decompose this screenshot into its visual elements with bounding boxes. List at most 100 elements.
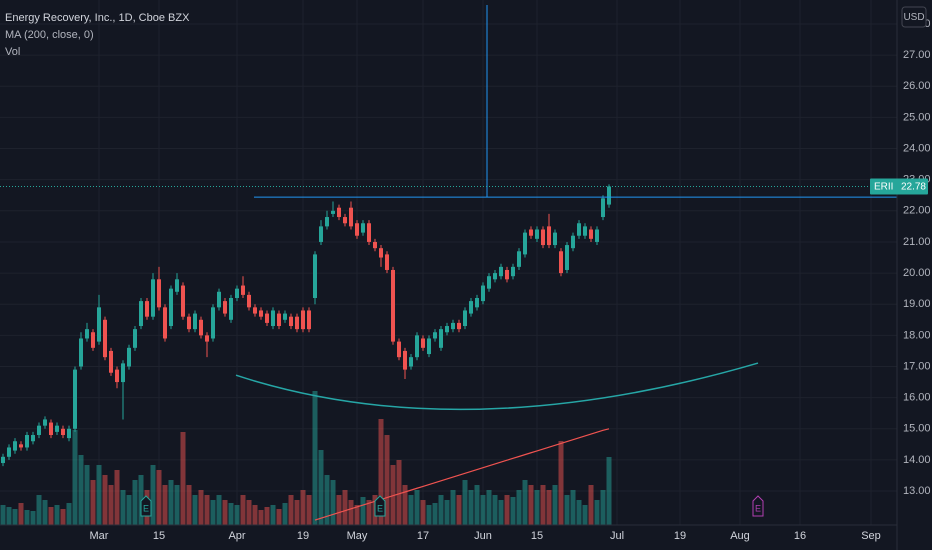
candle-body [217, 291, 221, 308]
candle-body [211, 307, 215, 339]
y-tick-label: 26.00 [903, 80, 931, 92]
candle-body [7, 447, 11, 457]
candle-body [601, 198, 605, 218]
candle-body [379, 248, 383, 258]
volume-bar [228, 503, 234, 525]
candle-body [253, 307, 257, 314]
volume-bar [174, 485, 180, 525]
volume-bar [78, 455, 84, 525]
volume-bar [60, 509, 66, 525]
candle-body [127, 347, 131, 367]
earnings-marker[interactable] [752, 495, 764, 517]
volume-bar [540, 485, 546, 525]
volume-bar [30, 511, 36, 525]
volume-bar [318, 450, 324, 525]
volume-bar [438, 495, 444, 525]
candle-body [289, 316, 293, 327]
candle-body [511, 266, 515, 277]
candle-body [463, 310, 467, 327]
candle-body [151, 279, 155, 317]
volume-bar [90, 480, 96, 525]
volume-bar [588, 485, 594, 525]
x-tick-label: Jul [610, 530, 624, 542]
cup-curve [235, 362, 759, 411]
x-tick-label: Sep [861, 530, 881, 542]
y-tick-label: 21.00 [903, 236, 931, 248]
volume-bar [0, 505, 6, 525]
candle-body [529, 229, 533, 236]
volume-bar [306, 495, 312, 525]
candle-body [295, 316, 299, 330]
x-tick-label: 17 [417, 530, 429, 542]
volume-bar [186, 485, 192, 525]
candle-body [559, 251, 563, 274]
candle-body [403, 350, 407, 370]
candle-body [367, 223, 371, 242]
candle-body [439, 329, 443, 348]
candle-body [133, 329, 137, 348]
candle-body [571, 235, 575, 249]
price-label-box [870, 178, 928, 195]
volume-bar [462, 480, 468, 525]
volume-bar [366, 500, 372, 525]
candle-body [391, 269, 395, 342]
volume-bar [42, 500, 48, 525]
candle-body [139, 301, 143, 327]
volume-bar [192, 495, 198, 525]
earnings-marker[interactable] [374, 495, 386, 517]
volume-bar [342, 490, 348, 525]
volume-bar [264, 507, 270, 525]
x-tick-label: Jun [474, 530, 492, 542]
volume-bar [66, 503, 72, 525]
volume-bar [48, 507, 54, 525]
volume-bar [6, 507, 12, 525]
currency-box[interactable] [901, 6, 927, 28]
candle-body [385, 254, 389, 270]
candle-body [415, 335, 419, 358]
volume-bar [162, 485, 168, 525]
candle-body [307, 310, 311, 330]
volume-bar [468, 490, 474, 525]
candle-body [97, 307, 101, 342]
chart-title: Energy Recovery, Inc., 1D, Cboe BZX [5, 12, 190, 24]
candle-body [13, 441, 17, 451]
volume-bar [594, 500, 600, 525]
candle-body [235, 288, 239, 298]
volume-bar [258, 510, 264, 525]
candle-body [271, 310, 275, 327]
volume-bar [564, 495, 570, 525]
x-tick-label: Apr [228, 530, 245, 542]
volume-bar [348, 500, 354, 525]
candle-body [355, 223, 359, 236]
candle-body [223, 301, 227, 314]
x-tick-label: May [347, 530, 368, 542]
candle-body [583, 226, 587, 236]
candle-body [121, 363, 125, 383]
candle-body [373, 241, 377, 249]
volume-bar [24, 510, 30, 525]
volume-bar [330, 480, 336, 525]
candle-body [499, 266, 503, 277]
candle-body [25, 435, 29, 448]
y-tick-label: 24.00 [903, 142, 931, 154]
x-tick-label: Aug [730, 530, 750, 542]
candle-body [157, 279, 161, 308]
earnings-marker[interactable] [140, 495, 152, 517]
candle-body [433, 332, 437, 339]
volume-bar [204, 495, 210, 525]
volume-bar [126, 495, 132, 525]
candle-body [205, 335, 209, 342]
volume-bar [600, 490, 606, 525]
candle-body [343, 217, 347, 224]
volume-bar [210, 500, 216, 525]
volume-bar [576, 500, 582, 525]
volume-bar [570, 490, 576, 525]
plot-area [0, 5, 897, 525]
volume-bar [480, 495, 486, 525]
earnings-label: E [143, 503, 149, 513]
volume-bar [222, 500, 228, 525]
ma-line [314, 428, 610, 521]
volume-bar [270, 505, 276, 525]
